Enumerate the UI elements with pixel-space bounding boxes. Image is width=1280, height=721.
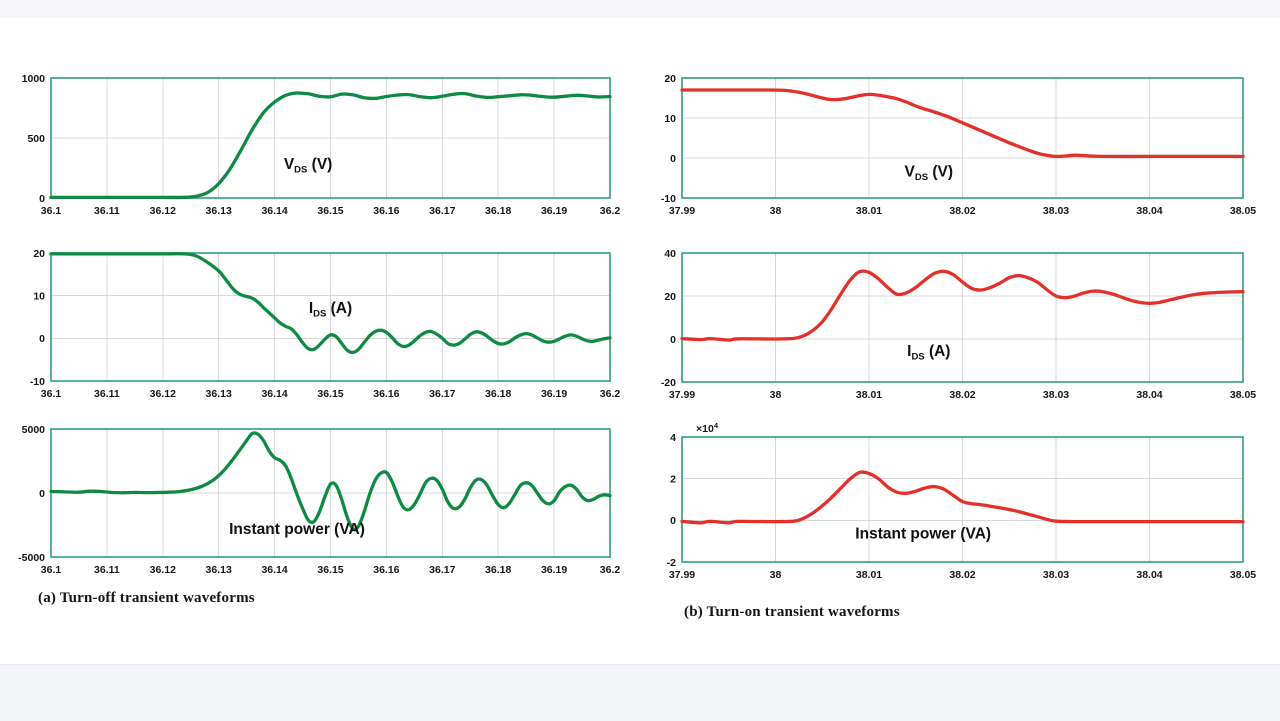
svg-text:36.19: 36.19 — [541, 564, 567, 576]
caption-turn-off: (a) Turn-off transient waveforms — [38, 590, 255, 606]
svg-text:38.01: 38.01 — [856, 205, 882, 217]
svg-text:-10: -10 — [661, 193, 676, 205]
svg-text:0: 0 — [670, 153, 676, 165]
svg-text:36.11: 36.11 — [94, 388, 120, 400]
svg-text:36.19: 36.19 — [541, 205, 567, 217]
svg-text:38.03: 38.03 — [1043, 205, 1069, 217]
svg-text:38.04: 38.04 — [1136, 389, 1162, 401]
svg-text:38.02: 38.02 — [949, 389, 975, 401]
svg-text:38: 38 — [770, 389, 782, 401]
svg-text:38.05: 38.05 — [1230, 569, 1256, 581]
chart-turnon-ids: 37.99 38 38.01 38.02 38.03 38.04 38.05 40 20 0 -20… — [632, 235, 1261, 408]
svg-text:36.14: 36.14 — [261, 205, 287, 217]
svg-text:-2: -2 — [667, 557, 676, 569]
svg-text:20: 20 — [664, 73, 676, 85]
svg-text:0: 0 — [39, 193, 45, 205]
svg-text:36.1: 36.1 — [41, 388, 62, 400]
svg-text:38.01: 38.01 — [856, 569, 882, 581]
svg-text:36.1: 36.1 — [41, 205, 62, 217]
svg-text:36.12: 36.12 — [150, 388, 176, 400]
svg-text:1000: 1000 — [22, 73, 46, 85]
svg-text:36.13: 36.13 — [206, 388, 232, 400]
svg-text:36.12: 36.12 — [150, 564, 176, 576]
svg-text:20: 20 — [664, 291, 676, 303]
chart-turnoff-ids: 36.1 36.11 36.12 36.13 36.14 36.15 36.16 36.17 3… — [1, 235, 628, 407]
svg-text:VDS (V): VDS (V) — [905, 163, 954, 183]
svg-text:4: 4 — [670, 432, 676, 444]
chart-turnoff-power: 36.1 36.11 36.12 36.13 36.14 36.15 36.16 36.17 3… — [1, 411, 628, 583]
chart-turnon-vds: 37.99 38 38.01 38.02 38.03 38.04 38.05 20 10 0 -10… — [632, 60, 1261, 224]
svg-text:0: 0 — [39, 333, 45, 345]
svg-text:36.17: 36.17 — [429, 564, 455, 576]
svg-text:-20: -20 — [661, 377, 676, 389]
svg-text:36.12: 36.12 — [150, 205, 176, 217]
svg-text:36.18: 36.18 — [485, 205, 511, 217]
svg-text:38.03: 38.03 — [1043, 389, 1069, 401]
svg-text:38.04: 38.04 — [1136, 205, 1162, 217]
svg-text:37.99: 37.99 — [669, 205, 695, 217]
svg-text:36.11: 36.11 — [94, 564, 120, 576]
svg-text:2: 2 — [670, 474, 676, 486]
svg-text:38.01: 38.01 — [856, 389, 882, 401]
svg-text:36.15: 36.15 — [317, 205, 343, 217]
svg-text:Instant power (VA): Instant power (VA) — [855, 525, 991, 542]
svg-text:38: 38 — [770, 569, 782, 581]
bottom-strip — [0, 664, 1280, 721]
svg-text:IDS (A): IDS (A) — [907, 343, 950, 363]
svg-text:10: 10 — [664, 113, 676, 125]
svg-text:38.02: 38.02 — [949, 569, 975, 581]
svg-text:36.1: 36.1 — [41, 564, 62, 576]
svg-text:40: 40 — [664, 248, 676, 260]
svg-text:36.17: 36.17 — [429, 205, 455, 217]
svg-text:-5000: -5000 — [18, 552, 45, 564]
svg-text:38.05: 38.05 — [1230, 389, 1256, 401]
svg-text:×104: ×104 — [696, 421, 719, 435]
chart-turnon-power: 37.99 38 38.01 38.02 38.03 38.04 38.05 4 2 0 -2 Ins… — [632, 419, 1261, 588]
svg-text:36.18: 36.18 — [485, 564, 511, 576]
svg-text:36.17: 36.17 — [429, 388, 455, 400]
svg-text:10: 10 — [33, 291, 45, 303]
svg-text:38.05: 38.05 — [1230, 205, 1256, 217]
svg-text:IDS (A): IDS (A) — [309, 300, 352, 320]
caption-turn-on: (b) Turn-on transient waveforms — [684, 604, 900, 620]
svg-text:37.99: 37.99 — [669, 389, 695, 401]
svg-text:500: 500 — [27, 133, 45, 145]
svg-text:38.02: 38.02 — [949, 205, 975, 217]
svg-text:36.14: 36.14 — [261, 388, 287, 400]
svg-text:38.03: 38.03 — [1043, 569, 1069, 581]
svg-text:38: 38 — [770, 205, 782, 217]
svg-text:VDS (V): VDS (V) — [284, 156, 333, 176]
svg-text:36.11: 36.11 — [94, 205, 120, 217]
svg-text:37.99: 37.99 — [669, 569, 695, 581]
svg-text:36.18: 36.18 — [485, 388, 511, 400]
svg-text:36.16: 36.16 — [373, 205, 399, 217]
top-strip — [0, 0, 1280, 18]
svg-text:36.2: 36.2 — [600, 388, 621, 400]
svg-text:36.13: 36.13 — [206, 205, 232, 217]
svg-text:Instant power (VA): Instant power (VA) — [229, 521, 365, 538]
svg-text:36.2: 36.2 — [600, 205, 621, 217]
chart-turnoff-vds: 36.1 36.11 36.12 36.13 36.14 36.15 36.16 36.17 3… — [1, 60, 628, 224]
svg-text:-10: -10 — [30, 376, 45, 388]
svg-text:36.15: 36.15 — [317, 564, 343, 576]
svg-text:36.2: 36.2 — [600, 564, 621, 576]
svg-text:38.04: 38.04 — [1136, 569, 1162, 581]
svg-text:36.16: 36.16 — [373, 388, 399, 400]
svg-text:0: 0 — [670, 515, 676, 527]
svg-text:36.13: 36.13 — [206, 564, 232, 576]
svg-text:0: 0 — [670, 334, 676, 346]
svg-text:36.16: 36.16 — [373, 564, 399, 576]
svg-text:36.19: 36.19 — [541, 388, 567, 400]
svg-text:36.15: 36.15 — [317, 388, 343, 400]
svg-text:36.14: 36.14 — [261, 564, 287, 576]
svg-text:0: 0 — [39, 488, 45, 500]
svg-text:20: 20 — [33, 248, 45, 260]
svg-text:5000: 5000 — [22, 424, 46, 436]
